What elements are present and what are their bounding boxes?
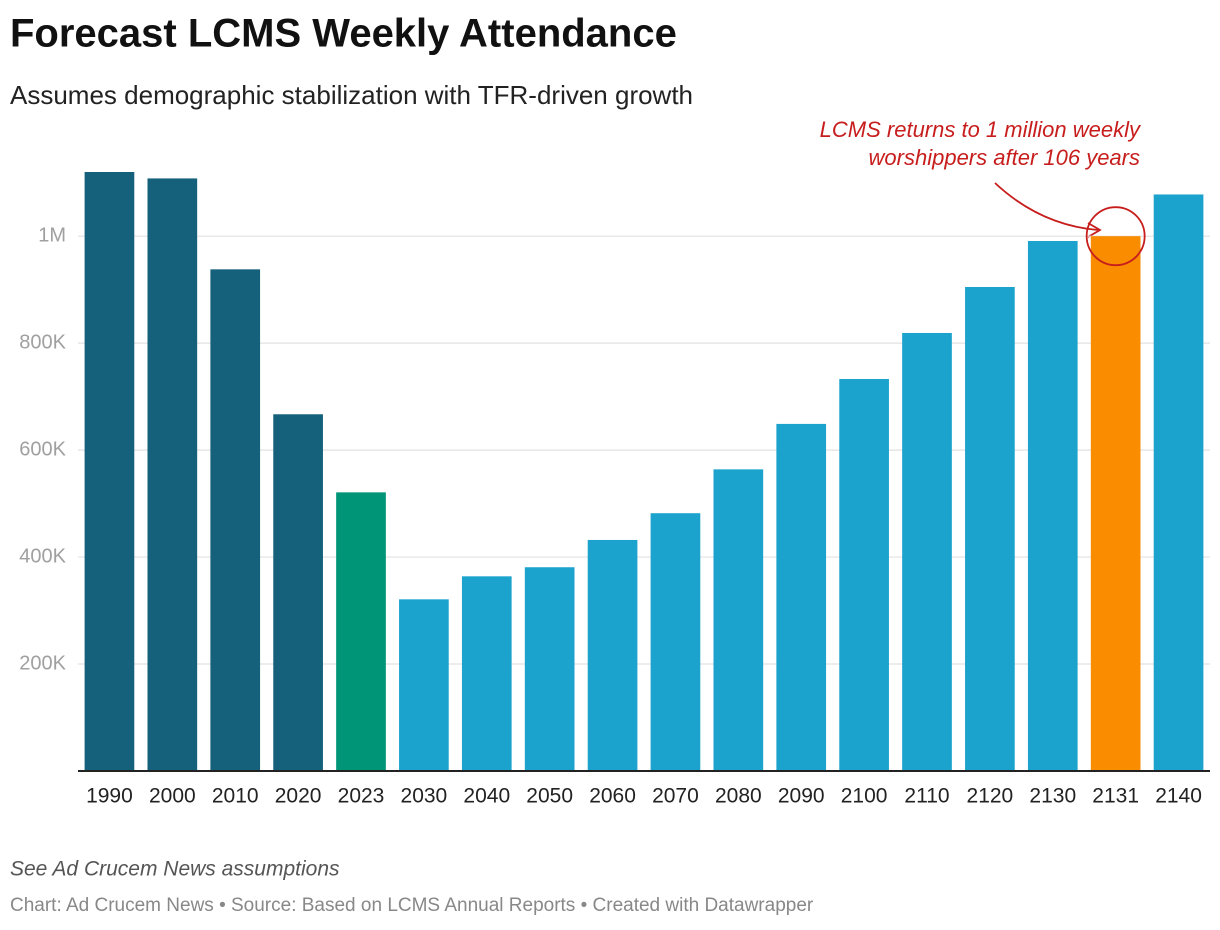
x-tick-label: 2090 bbox=[778, 785, 825, 808]
x-tick-label: 2131 bbox=[1092, 785, 1139, 808]
chart-subtitle: Assumes demographic stabilization with T… bbox=[10, 80, 693, 110]
bar bbox=[461, 576, 512, 771]
x-tick-label: 2010 bbox=[212, 785, 259, 808]
y-tick-label: 1M bbox=[38, 224, 66, 246]
highlight-circle bbox=[1085, 206, 1146, 267]
x-tick-label: 2080 bbox=[715, 785, 762, 808]
arrow-head bbox=[1087, 222, 1102, 238]
annotation: LCMS returns to 1 million weekly bbox=[820, 117, 1142, 142]
chart-title: Forecast LCMS Weekly Attendance bbox=[10, 12, 677, 56]
x-tick-label: 2020 bbox=[275, 785, 322, 808]
bar bbox=[1027, 240, 1078, 772]
bar bbox=[587, 539, 638, 771]
annotation-arrow bbox=[994, 182, 1099, 231]
bar bbox=[839, 378, 889, 771]
bar bbox=[1153, 194, 1204, 771]
bar bbox=[524, 567, 575, 771]
y-tick-label: 200K bbox=[19, 652, 66, 674]
x-tick-label: 2000 bbox=[149, 785, 196, 808]
bar bbox=[84, 172, 135, 771]
bar bbox=[210, 269, 261, 771]
y-tick-label: 600K bbox=[19, 438, 66, 460]
x-tick-label: 2070 bbox=[652, 785, 699, 808]
x-tick-label: 2120 bbox=[967, 785, 1014, 808]
bar bbox=[965, 286, 1015, 771]
bar bbox=[273, 414, 323, 771]
bar bbox=[399, 599, 449, 771]
bar bbox=[147, 178, 198, 772]
footer: Chart: Ad Crucem News • Source: Based on… bbox=[10, 895, 814, 916]
bar bbox=[336, 492, 386, 771]
annotation: worshippers after 106 years bbox=[869, 145, 1140, 170]
bar bbox=[713, 469, 764, 771]
x-tick-label: 2130 bbox=[1029, 785, 1076, 808]
x-tick-label: 2110 bbox=[904, 785, 949, 808]
x-tick-label: 1990 bbox=[86, 785, 133, 808]
y-tick-label: 800K bbox=[19, 331, 66, 353]
x-tick-label: 2100 bbox=[841, 785, 888, 808]
x-tick-label: 2040 bbox=[463, 785, 510, 808]
note: See Ad Crucem News assumptions bbox=[10, 858, 340, 881]
y-tick-label: 400K bbox=[19, 545, 66, 567]
x-tick-label: 2050 bbox=[526, 785, 573, 808]
x-tick-label: 2060 bbox=[589, 785, 636, 808]
bar bbox=[650, 513, 701, 771]
x-tick-label: 2023 bbox=[338, 785, 385, 808]
x-tick-label: 2030 bbox=[401, 785, 448, 808]
x-tick-label: 2140 bbox=[1155, 785, 1202, 808]
bar bbox=[776, 423, 827, 771]
bar bbox=[1090, 236, 1141, 771]
bar bbox=[902, 332, 952, 771]
